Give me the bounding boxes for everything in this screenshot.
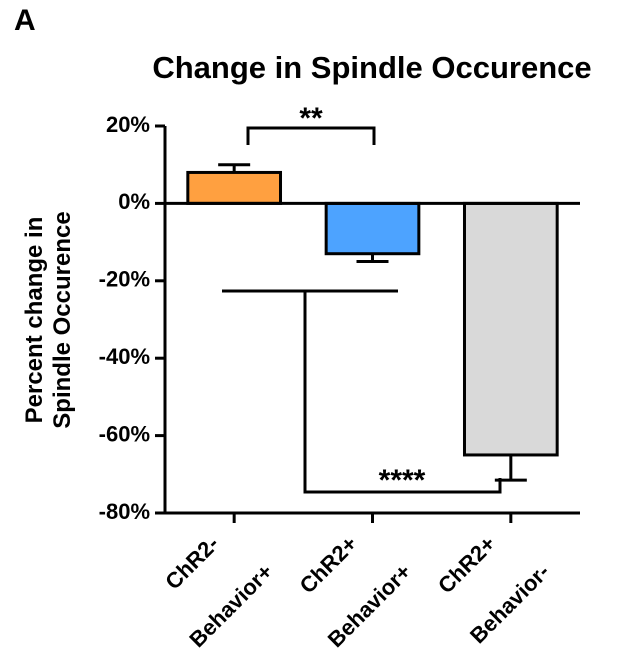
y-label-line: Percent change in — [21, 217, 48, 424]
x-tick-label: ChR2+ — [295, 531, 362, 598]
panel-label: A — [14, 4, 36, 37]
bar — [324, 201, 421, 256]
bar — [462, 201, 559, 457]
y-axis-label: Percent change in Spindle Occurence — [21, 211, 76, 428]
y-tick-label: -80% — [99, 499, 150, 524]
sig-bracket — [246, 126, 376, 145]
y-tick-label: -40% — [99, 344, 150, 369]
x-tick-label: ChR2- — [160, 531, 223, 594]
y-label-line: Spindle Occurence — [49, 211, 76, 428]
bar — [186, 170, 283, 205]
x-tick-label: ChR2+ — [433, 531, 500, 598]
y-tick-label: 0% — [118, 189, 150, 214]
y-tick-label: 20% — [106, 112, 150, 137]
chart-title: Change in Spindle Occurence — [152, 50, 591, 85]
y-tick-label: -20% — [99, 267, 150, 292]
sig-label: **** — [379, 464, 426, 497]
y-tick-label: -60% — [99, 421, 150, 446]
sig-label: ** — [299, 102, 323, 135]
x-tick-label: Behavior- — [465, 559, 554, 648]
sig-bracket — [303, 291, 502, 494]
